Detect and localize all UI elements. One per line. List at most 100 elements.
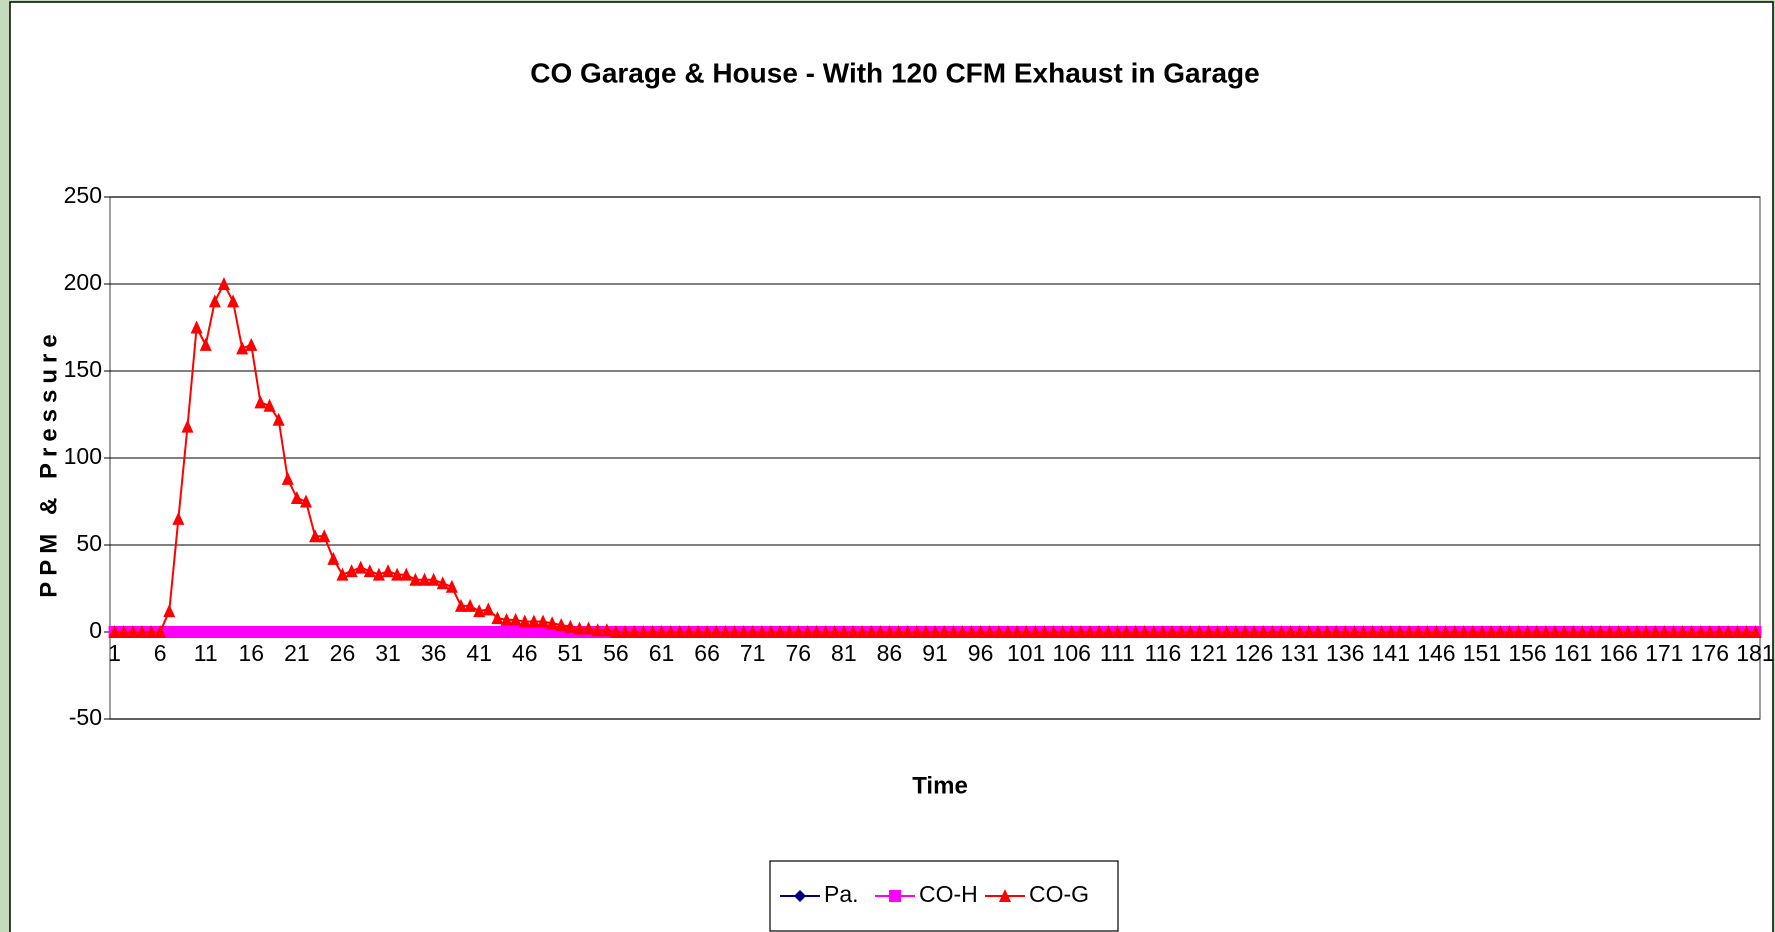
point [1421,625,1434,638]
x-tick-label: 111 [1100,640,1135,666]
point [1229,625,1242,638]
point [473,626,486,638]
point [309,626,322,638]
point [1403,625,1416,638]
point [1740,625,1753,638]
point [1111,625,1124,638]
point [794,890,806,902]
point [1503,625,1516,638]
point [801,625,814,638]
point [227,626,240,638]
x-tick-label: 141 [1372,640,1410,666]
point [445,626,458,638]
point [1457,625,1470,638]
point [1047,625,1060,638]
point [1320,625,1333,638]
x-tick-label: 156 [1508,640,1546,666]
point [1211,625,1224,638]
point [1129,625,1142,638]
point [965,625,978,638]
point [409,572,422,586]
point [500,626,513,638]
x-tick-label: 51 [558,640,584,666]
point [135,625,148,638]
point [1630,625,1643,638]
point [345,626,358,638]
point [190,320,203,334]
point [1175,625,1188,638]
point [227,294,240,308]
point [464,598,477,612]
point [199,626,212,638]
point [1548,625,1561,638]
x-tick-label: 76 [785,640,811,666]
x-tick-label: 101 [1007,640,1045,666]
x-tick-label: 161 [1554,640,1592,666]
y-tick-label: -50 [69,704,102,730]
point [1585,625,1598,638]
point [290,626,303,638]
point [1348,625,1361,638]
legend-label: Pa. [824,881,859,907]
point [518,626,531,638]
point [336,626,349,638]
point [999,889,1011,902]
point [172,626,185,638]
point [1166,625,1179,638]
point [236,341,249,355]
x-tick-label: 121 [1189,640,1227,666]
point [1366,625,1379,638]
point [509,612,522,626]
point [527,626,540,638]
point [1220,625,1233,638]
point [1011,625,1024,638]
point [190,626,203,638]
point [1603,625,1616,638]
point [318,626,331,638]
y-tick-label: 0 [89,617,102,643]
y-tick-label: 100 [64,443,102,469]
point [1375,625,1388,638]
point [1676,625,1689,638]
x-tick-label: 136 [1326,640,1364,666]
point [774,625,787,638]
point [217,277,230,290]
point [1238,625,1251,638]
point [491,611,504,625]
x-tick-label: 131 [1280,640,1318,666]
point [427,626,440,638]
point [1539,625,1552,638]
point [929,625,941,638]
point [454,598,467,612]
point [482,626,495,638]
point [1147,625,1160,638]
point [1466,625,1479,638]
point [254,626,267,638]
point [728,625,741,638]
point [1712,625,1725,638]
point [837,625,850,638]
point [509,626,522,638]
point [272,412,285,426]
point [400,626,413,638]
point [281,471,294,485]
point [299,494,312,508]
x-axis-title: Time [912,772,968,799]
point [691,625,704,638]
point [1202,625,1215,638]
point [245,626,258,638]
point [1393,625,1406,638]
point [199,337,212,351]
point [673,625,686,638]
point [655,625,668,638]
point [792,625,805,638]
x-tick-label: 66 [694,640,720,666]
point [1120,625,1133,638]
x-tick-label: 61 [649,640,675,666]
point [755,625,768,638]
point [436,626,449,638]
point [856,625,869,638]
point [117,625,130,638]
point [1412,625,1425,638]
x-tick-label: 81 [831,640,857,666]
